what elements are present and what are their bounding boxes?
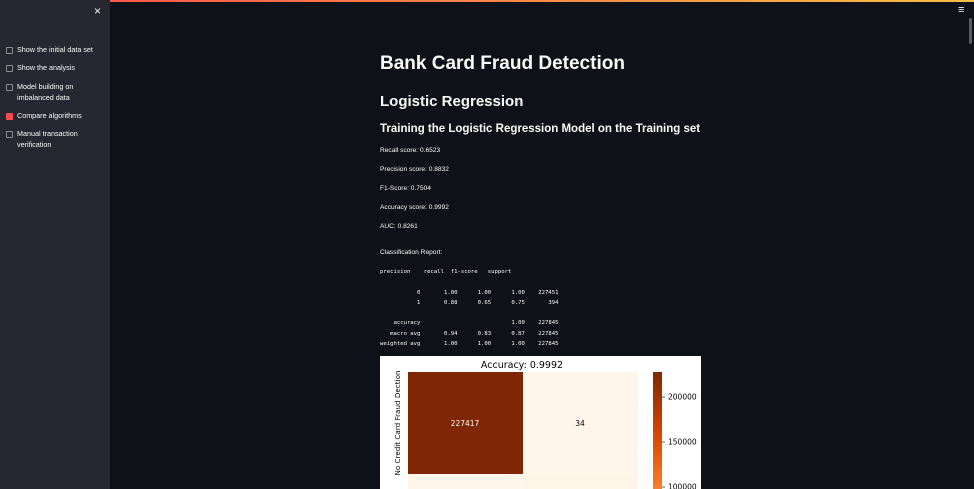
y-tick-label: No Credit Card Fraud Dection <box>393 370 402 475</box>
metric: Recall score: 0.6523 <box>380 147 441 154</box>
cell <box>408 372 523 474</box>
checkbox[interactable] <box>6 131 13 138</box>
report-line: 1 0.88 0.65 0.75 394 <box>380 299 559 306</box>
cell-value: 227417 <box>451 419 480 428</box>
heatmap-title: Accuracy: 0.9992 <box>481 360 563 371</box>
checkbox-label: Compare algorithms <box>17 111 82 120</box>
metric: Accuracy score: 0.9992 <box>380 204 449 211</box>
colorbar-ticks: 200000 150000 100000 <box>662 393 697 489</box>
checkbox-label: Show the analysis <box>17 63 75 72</box>
sidebar: × Show the initial data set Show the anal… <box>0 0 110 489</box>
cell <box>523 372 638 474</box>
heatmap: Accuracy: 0.9992 227417 34 No Credit Car… <box>393 360 697 489</box>
cell-value: 34 <box>575 419 585 428</box>
checkbox-item[interactable]: Show the initial data set <box>6 45 97 55</box>
checkbox-item[interactable]: Show the analysis <box>6 63 97 73</box>
metric: Precision score: 0.8832 <box>380 166 449 173</box>
report-line: accuracy 1.00 227845 <box>380 320 559 327</box>
cell <box>523 474 638 489</box>
checkbox-item[interactable]: Manual transaction verification <box>6 129 97 150</box>
report-line: 0 1.00 1.00 1.00 227451 <box>380 289 559 296</box>
page-title: Bank Card Fraud Detection <box>380 53 625 74</box>
checkbox[interactable] <box>6 47 13 54</box>
colorbar-label: 200000 <box>668 393 697 402</box>
metric: AUC: 0.8261 <box>380 223 418 230</box>
close-button[interactable]: × <box>94 4 102 18</box>
menu-button[interactable]: ≡ <box>958 4 965 16</box>
cell <box>408 474 523 489</box>
checkbox[interactable] <box>6 65 13 72</box>
subtitle: Logistic Regression <box>380 93 524 110</box>
checkbox[interactable] <box>6 113 13 120</box>
report-line: precision recall f1-score support <box>380 269 512 275</box>
checkbox-label: Manual transaction verification <box>17 129 78 149</box>
colorbar <box>653 372 662 489</box>
checkbox-item[interactable]: Compare algorithms <box>6 111 97 121</box>
metric: F1-Score: 0.7504 <box>380 185 431 192</box>
colorbar-label: 100000 <box>668 483 697 489</box>
report-title: Classification Report: <box>380 249 443 256</box>
checkbox[interactable] <box>6 84 13 91</box>
colorbar-label: 150000 <box>668 438 697 447</box>
section-title: Training the Logistic Regression Model o… <box>380 123 701 135</box>
report-line: macro avg 0.94 0.83 0.87 227845 <box>380 330 559 337</box>
classification-report: precision recall f1-score support 0 1.00… <box>380 267 559 349</box>
status-bar <box>0 0 974 2</box>
checkbox-label: Show the initial data set <box>17 45 93 54</box>
scrollbar[interactable] <box>969 18 972 44</box>
checkbox-label: Model building on imbalanced data <box>17 82 74 102</box>
checkbox-item[interactable]: Model building on imbalanced data <box>6 82 97 103</box>
report-line: weighted avg 1.00 1.00 1.00 227845 <box>380 341 559 348</box>
confusion-matrix: Accuracy: 0.9992 227417 34 No Credit Car… <box>380 356 701 489</box>
